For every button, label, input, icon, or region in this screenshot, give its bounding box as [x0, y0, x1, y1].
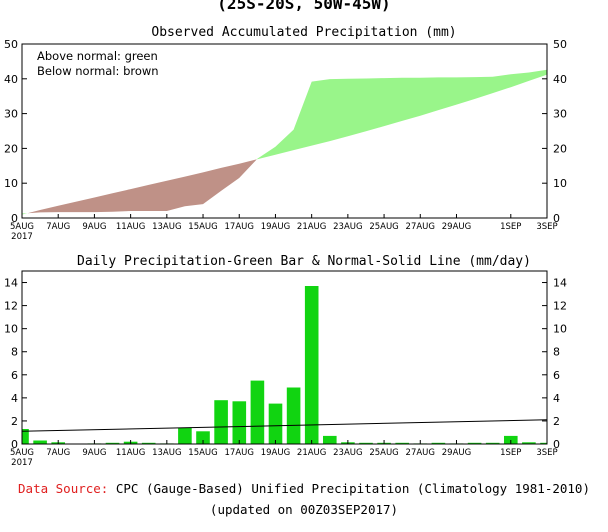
x-tick-label: 23AUG: [333, 222, 362, 232]
daily-precip-bar: [196, 431, 210, 444]
daily-precip-bar: [540, 442, 547, 444]
year-label: 2017: [11, 458, 33, 468]
above-normal-area-0: [22, 213, 28, 215]
left-y-tick-label: 50: [4, 38, 18, 51]
x-tick-label: 23AUG: [333, 448, 362, 458]
right-y-tick-label: 2: [553, 415, 560, 428]
x-tick-label: 27AUG: [406, 448, 435, 458]
daily-precip-bar: [105, 442, 120, 444]
daily-plot-frame: [21, 270, 548, 445]
accumulated-chart-title: Observed Accumulated Precipitation (mm): [151, 25, 457, 40]
right-y-tick-label: 10: [553, 177, 567, 190]
accumulated-plot-frame: [21, 43, 548, 219]
above-normal-area-2: [256, 69, 547, 160]
x-tick-label: 9AUG: [82, 222, 106, 232]
x-tick-label: 9AUG: [82, 448, 106, 458]
daily-precip-bar: [178, 427, 192, 444]
x-tick-label: 17AUG: [225, 222, 254, 232]
daily-precip-bar: [232, 401, 247, 444]
data-source-line: Data Source: CPC (Gauge-Based) Unified P…: [0, 481, 608, 496]
daily-chart-title: Daily Precipitation-Green Bar & Normal-S…: [77, 254, 531, 269]
region-title: (25S-20S, 50W-45W): [217, 0, 391, 13]
x-tick-label: 17AUG: [225, 448, 254, 458]
x-tick-label: 19AUG: [261, 222, 290, 232]
daily-precip-bar: [504, 435, 518, 444]
left-y-tick-label: 40: [4, 73, 18, 86]
right-y-tick-label: 50: [553, 38, 567, 51]
year-label: 2017: [11, 232, 33, 242]
x-tick-label: 5AUG: [10, 448, 34, 458]
right-y-tick-label: 0: [553, 212, 560, 225]
x-tick-label: 1SEP: [500, 448, 521, 458]
right-y-tick-label: 14: [553, 277, 567, 290]
x-tick-label: 11AUG: [116, 448, 145, 458]
normal-daily-line: [21, 419, 548, 432]
x-tick-label: 7AUG: [46, 222, 70, 232]
daily-precip-bar: [485, 442, 500, 444]
left-y-tick-label: 0: [11, 212, 18, 225]
right-y-tick-label: 20: [553, 142, 567, 155]
right-y-tick-label: 30: [553, 108, 567, 121]
left-y-tick-label: 4: [11, 392, 18, 405]
data-source-text: CPC (Gauge-Based) Unified Precipitation …: [115, 481, 590, 496]
right-y-tick-label: 8: [553, 346, 560, 359]
below-normal-area-1: [27, 159, 257, 214]
daily-precip-bar: [323, 435, 337, 444]
right-y-tick-label: 12: [553, 300, 567, 313]
x-tick-label: 1SEP: [500, 222, 521, 232]
x-tick-label: 21AUG: [297, 448, 326, 458]
daily-precip-bar: [250, 380, 265, 444]
x-tick-label: 25AUG: [369, 448, 398, 458]
left-y-tick-label: 12: [4, 300, 18, 313]
daily-precip-bar: [268, 403, 283, 444]
daily-precip-bar: [141, 442, 156, 444]
left-y-tick-label: 10: [4, 177, 18, 190]
daily-precip-bar: [33, 440, 47, 444]
right-y-tick-label: 4: [553, 392, 560, 405]
daily-precip-bar: [286, 387, 301, 444]
legend-above-normal: Above normal: green: [37, 49, 158, 63]
x-tick-label: 13AUG: [152, 448, 181, 458]
daily-precip-bar: [467, 442, 482, 444]
daily-precip-bar: [395, 442, 409, 444]
daily-precip-bar: [214, 400, 228, 444]
daily-precip-bar: [304, 286, 319, 444]
left-y-tick-label: 30: [4, 108, 18, 121]
daily-precip-bar: [22, 429, 29, 444]
legend-below-normal: Below normal: brown: [37, 64, 159, 78]
right-y-tick-label: 0: [553, 438, 560, 451]
updated-timestamp: (updated on 00Z03SEP2017): [209, 502, 399, 517]
left-y-tick-label: 10: [4, 323, 18, 336]
x-tick-label: 29AUG: [442, 448, 471, 458]
left-y-tick-label: 6: [11, 369, 18, 382]
x-tick-label: 5AUG: [10, 222, 34, 232]
right-y-tick-label: 6: [553, 369, 560, 382]
left-y-tick-label: 0: [11, 438, 18, 451]
x-tick-label: 15AUG: [188, 222, 217, 232]
daily-precip-bar: [522, 442, 536, 444]
x-tick-label: 21AUG: [297, 222, 326, 232]
x-tick-label: 19AUG: [261, 448, 290, 458]
x-tick-label: 7AUG: [46, 448, 70, 458]
x-tick-label: 29AUG: [442, 222, 471, 232]
x-tick-label: 25AUG: [369, 222, 398, 232]
right-y-tick-label: 40: [553, 73, 567, 86]
left-y-tick-label: 8: [11, 346, 18, 359]
left-y-tick-label: 2: [11, 415, 18, 428]
daily-precip-bar: [431, 442, 446, 444]
right-y-tick-label: 10: [553, 323, 567, 336]
left-y-tick-label: 20: [4, 142, 18, 155]
daily-precip-bar: [359, 442, 373, 444]
x-tick-label: 3SEP: [536, 222, 557, 232]
left-y-tick-label: 14: [4, 277, 18, 290]
x-tick-label: 27AUG: [406, 222, 435, 232]
data-source-label: Data Source:: [18, 481, 109, 496]
x-tick-label: 3SEP: [536, 448, 557, 458]
x-tick-label: 13AUG: [152, 222, 181, 232]
x-tick-label: 15AUG: [188, 448, 217, 458]
x-tick-label: 11AUG: [116, 222, 145, 232]
